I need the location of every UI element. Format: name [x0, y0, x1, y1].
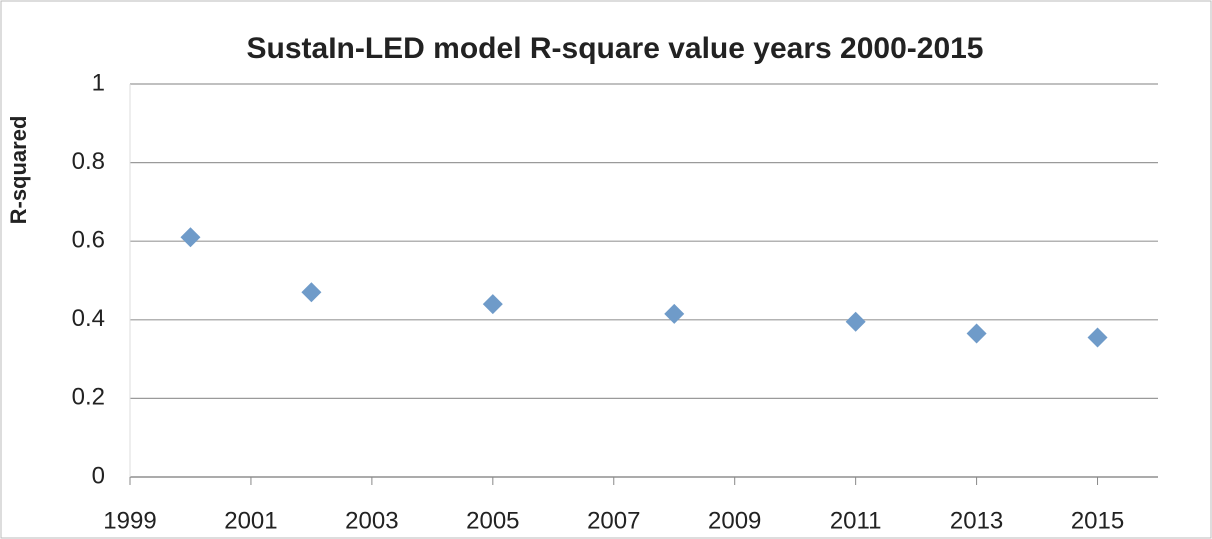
- y-tick-label: 0.4: [72, 305, 105, 332]
- point: [180, 227, 201, 248]
- point: [664, 303, 685, 324]
- x-tick-label: 1999: [103, 507, 156, 534]
- chart-title: SustaIn-LED model R-square value years 2…: [247, 32, 984, 65]
- y-axis-label: R-squared: [6, 116, 31, 225]
- point: [966, 323, 987, 344]
- x-tick-label: 2005: [466, 507, 519, 534]
- x-tick-label: 2013: [950, 507, 1003, 534]
- x-tick-label: 2007: [587, 507, 640, 534]
- y-tick-label: 1: [92, 69, 105, 96]
- y-tick-label: 0.8: [72, 148, 105, 175]
- y-tick-label: 0: [92, 462, 105, 489]
- point: [845, 311, 866, 332]
- point: [1087, 327, 1108, 348]
- x-tick-label: 2009: [708, 507, 761, 534]
- y-tick-label: 0.6: [72, 227, 105, 254]
- point: [301, 282, 322, 303]
- y-tick-label: 0.2: [72, 384, 105, 411]
- x-tick-label: 2001: [224, 507, 277, 534]
- point: [482, 294, 503, 315]
- x-tick-label: 2015: [1071, 507, 1124, 534]
- x-tick-label: 2011: [830, 507, 882, 534]
- x-tick-label: 2003: [345, 507, 398, 534]
